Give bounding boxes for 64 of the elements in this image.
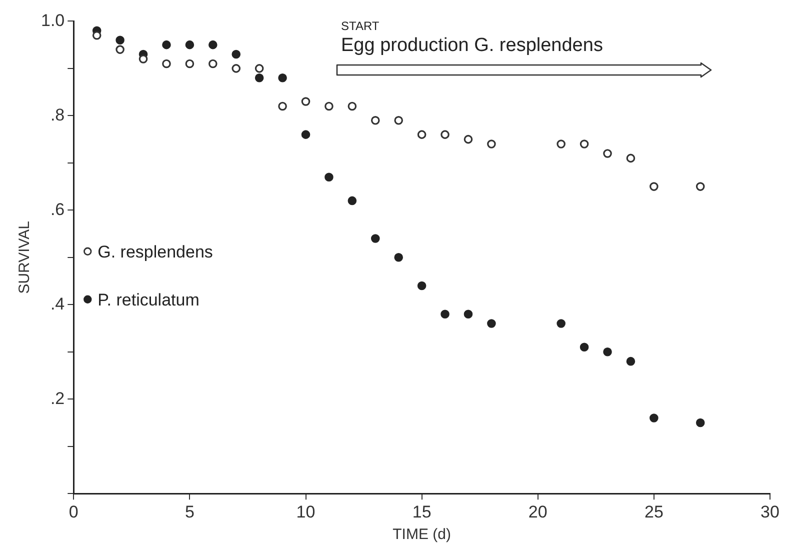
annotation: Egg production G. resplendens xyxy=(341,35,603,57)
y-tick-label: .6 xyxy=(50,200,65,219)
point xyxy=(696,418,705,428)
point xyxy=(417,281,426,290)
point xyxy=(92,30,102,40)
y-tick-label: .2 xyxy=(50,388,65,408)
point xyxy=(556,140,566,148)
point xyxy=(580,140,589,148)
point xyxy=(138,54,148,64)
point xyxy=(394,116,404,125)
point xyxy=(440,130,450,139)
point xyxy=(440,310,450,318)
point xyxy=(116,45,124,54)
point xyxy=(301,130,310,139)
point xyxy=(301,97,310,106)
point xyxy=(603,149,612,158)
point xyxy=(580,342,589,352)
point xyxy=(324,172,334,182)
point xyxy=(370,234,380,243)
point xyxy=(254,64,264,73)
point xyxy=(487,140,496,148)
point xyxy=(116,36,124,44)
point xyxy=(487,319,496,328)
point xyxy=(464,310,473,318)
x-tick-label: 25 xyxy=(644,502,664,522)
point xyxy=(278,73,287,82)
point xyxy=(348,196,357,206)
point xyxy=(417,130,426,139)
point xyxy=(162,40,171,50)
point xyxy=(232,64,241,73)
point xyxy=(394,253,404,262)
x-tick-label: 0 xyxy=(68,502,78,522)
point xyxy=(208,59,218,68)
point xyxy=(254,73,264,82)
point xyxy=(464,134,473,144)
point xyxy=(650,414,658,422)
x-tick-label: 15 xyxy=(412,502,432,522)
point xyxy=(603,347,612,356)
point xyxy=(278,102,287,111)
y-axis-title: SURVIVAL xyxy=(16,220,34,294)
point xyxy=(185,40,194,50)
point xyxy=(348,102,357,111)
legend-label: P. reticulatum xyxy=(98,290,200,310)
annotation: START xyxy=(341,19,380,34)
point xyxy=(696,182,705,191)
x-tick-label: 30 xyxy=(760,502,780,522)
y-tick-label: .4 xyxy=(50,294,65,314)
point xyxy=(162,59,171,68)
x-tick-label: 10 xyxy=(296,502,316,522)
point xyxy=(650,182,658,191)
point xyxy=(556,319,566,328)
y-tick-label: .8 xyxy=(50,105,65,124)
point xyxy=(208,40,218,50)
point xyxy=(185,59,194,68)
x-axis-title: TIME (d) xyxy=(392,526,451,544)
point xyxy=(370,116,380,125)
point xyxy=(626,356,636,366)
legend-label: G. resplendens xyxy=(98,242,213,262)
point xyxy=(324,102,334,111)
point xyxy=(232,50,241,59)
x-tick-label: 20 xyxy=(528,502,548,522)
y-tick-label: 1.0 xyxy=(40,10,65,30)
x-tick-label: 5 xyxy=(184,502,194,522)
point xyxy=(626,154,636,163)
